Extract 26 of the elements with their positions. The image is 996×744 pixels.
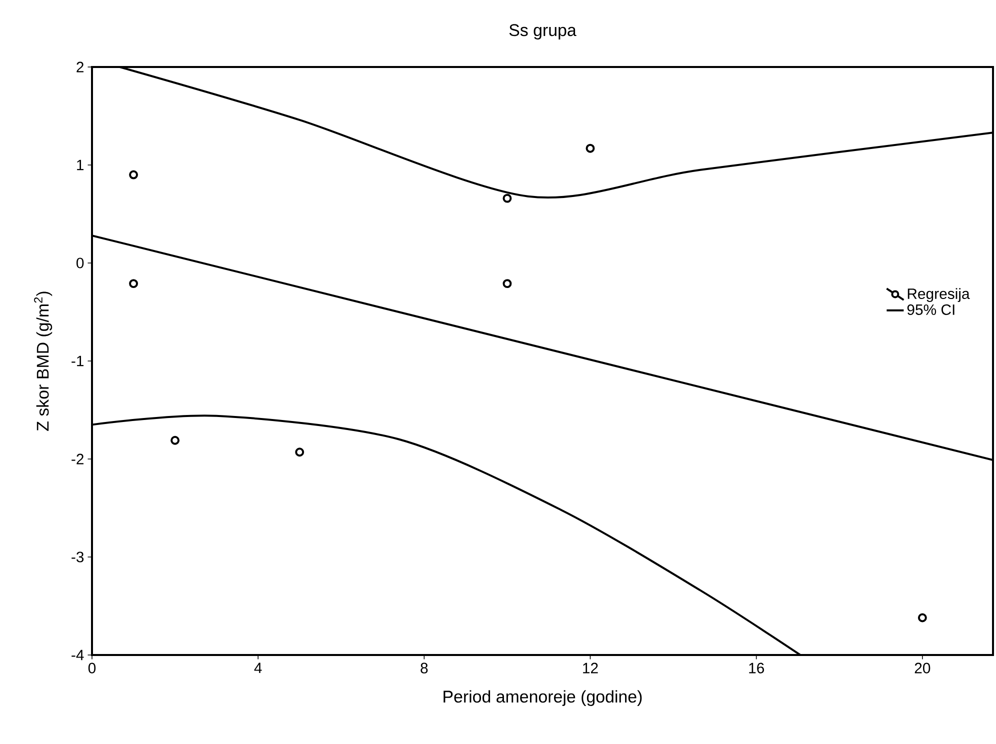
y-tick-label: -3 <box>72 552 84 562</box>
legend-label: Regresija <box>908 288 970 302</box>
y-axis-title: Z skor BMD (g/m$^{2}$) <box>34 292 52 431</box>
point <box>586 144 595 153</box>
x-tick-label: 8 <box>420 662 428 674</box>
point <box>502 194 512 203</box>
y-tick-label: 2 <box>76 62 84 72</box>
point <box>170 436 180 445</box>
y-tick-label: 0 <box>76 258 84 268</box>
point <box>502 279 512 288</box>
y-tick-label: -1 <box>72 356 84 366</box>
x-tick-label: 16 <box>749 662 764 674</box>
point <box>129 170 138 180</box>
y-tick-label: 1 <box>77 160 84 170</box>
point <box>129 279 138 288</box>
y-tick-label: -4 <box>72 650 84 660</box>
x-tick-label: 4 <box>254 662 262 674</box>
point <box>918 613 927 622</box>
legend-label: 95% CI <box>907 304 954 315</box>
x-axis-title: Period amenoreje (godine) <box>444 690 642 706</box>
y-tick-label: -2 <box>72 454 84 464</box>
x-tick-label: 20 <box>914 662 930 674</box>
x-tick-label: 12 <box>583 662 598 674</box>
chart-title: Ss grupa <box>509 24 576 40</box>
point <box>295 448 304 457</box>
x-tick-label: 0 <box>88 662 96 674</box>
